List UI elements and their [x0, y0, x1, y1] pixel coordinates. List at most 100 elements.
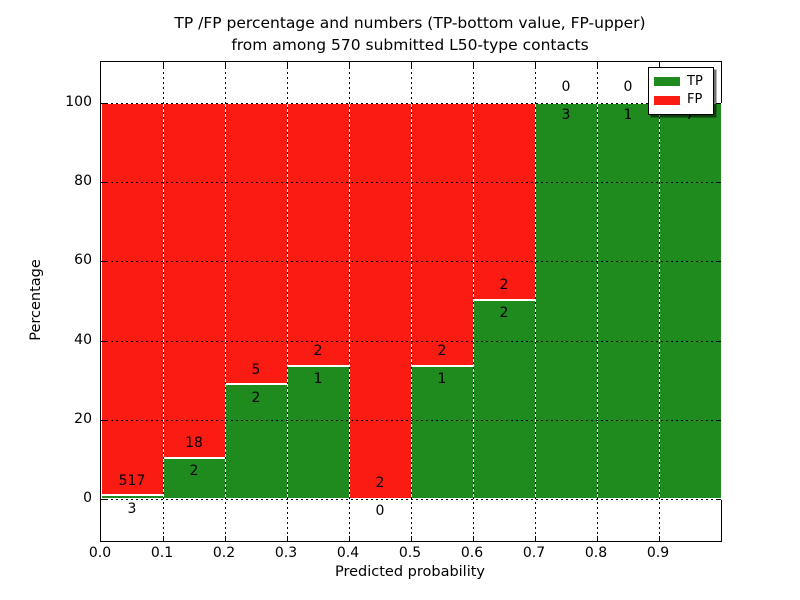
- bar-value-label-fp: 18: [185, 435, 203, 451]
- stacked-bar: [659, 103, 722, 500]
- bar-edge: [226, 383, 287, 385]
- x-tick-mark: [349, 536, 350, 541]
- bar-value-label-tp: 1: [623, 107, 633, 123]
- bar-value-label-tp: 3: [561, 107, 571, 123]
- x-tick-label: 0.2: [212, 545, 236, 561]
- y-tick-label: 100: [65, 94, 92, 110]
- y-tick-label: 60: [74, 252, 92, 268]
- bar-segment-tp: [226, 385, 287, 498]
- stacked-bar: [473, 103, 536, 500]
- x-tick-mark: [287, 536, 288, 541]
- bar-segment-tp: [102, 496, 163, 498]
- stacked-bar: [597, 103, 660, 500]
- chart-title-line1: TP /FP percentage and numbers (TP-bottom…: [174, 14, 646, 32]
- stacked-bar: [287, 103, 350, 500]
- bar-segment-fp: [288, 104, 349, 365]
- y-tick-label: 20: [74, 411, 92, 427]
- bar-segment-fp: [474, 104, 535, 299]
- y-tick-label: 0: [83, 490, 92, 506]
- stacked-bar: [349, 103, 412, 500]
- bar-edge: [474, 299, 535, 301]
- x-tick-mark: [163, 62, 164, 67]
- bar-segment-fp: [350, 104, 411, 498]
- gridline-vertical: [659, 62, 660, 541]
- x-tick-label: 0.5: [398, 545, 422, 561]
- x-tick-mark: [473, 536, 474, 541]
- y-tick-mark: [101, 341, 106, 342]
- y-tick-mark: [716, 103, 721, 104]
- bar-segment-fp: [226, 104, 287, 383]
- legend-label: TP: [687, 73, 703, 89]
- y-tick-mark: [716, 261, 721, 262]
- bar-edge: [412, 365, 473, 367]
- y-tick-mark: [716, 499, 721, 500]
- x-tick-label: 0.1: [150, 545, 174, 561]
- y-tick-mark: [716, 182, 721, 183]
- legend-swatch-fp: [654, 95, 680, 105]
- bar-edge: [164, 457, 225, 459]
- x-tick-mark: [349, 62, 350, 67]
- bar-value-label-tp: 1: [437, 371, 447, 387]
- gridline-vertical: [349, 62, 350, 541]
- stacked-bar: [101, 103, 164, 500]
- bar-value-label-tp: 0: [375, 503, 385, 519]
- x-tick-label: 0.0: [88, 545, 112, 561]
- bar-edge: [102, 494, 163, 496]
- x-tick-mark: [411, 62, 412, 67]
- x-tick-label: 0.7: [522, 545, 546, 561]
- gridline-vertical: [535, 62, 536, 541]
- x-tick-label: 0.3: [274, 545, 298, 561]
- bar-segment-tp: [598, 104, 659, 498]
- gridline-vertical: [473, 62, 474, 541]
- bar-segment-tp: [412, 367, 473, 498]
- gridline-vertical: [163, 62, 164, 541]
- x-axis-label: Predicted probability: [334, 564, 486, 580]
- gridline-vertical: [287, 62, 288, 541]
- plot-area: 51731825221202122030107: [100, 61, 722, 542]
- bar-value-label-tp: 2: [189, 463, 199, 479]
- x-tick-mark: [163, 536, 164, 541]
- bar-value-label-fp: 2: [437, 343, 447, 359]
- bar-value-label-fp: 0: [623, 79, 633, 95]
- y-axis-label: Percentage: [28, 259, 44, 341]
- bar-segment-fp: [102, 104, 163, 494]
- x-tick-mark: [473, 62, 474, 67]
- x-tick-label: 0.8: [584, 545, 608, 561]
- x-tick-mark: [535, 62, 536, 67]
- x-tick-mark: [225, 536, 226, 541]
- bar-segment-tp: [536, 104, 597, 498]
- y-tick-mark: [101, 420, 106, 421]
- legend: TP FP: [648, 67, 714, 115]
- x-tick-mark: [287, 62, 288, 67]
- x-tick-mark: [225, 62, 226, 67]
- y-tick-mark: [101, 182, 106, 183]
- bar-value-label-tp: 3: [127, 501, 137, 517]
- bar-value-label-tp: 7: [685, 107, 695, 123]
- bar-value-label-fp: 517: [118, 473, 146, 489]
- y-tick-mark: [716, 420, 721, 421]
- bar-value-label-fp: 0: [561, 79, 571, 95]
- legend-row: TP: [654, 73, 708, 89]
- bar-value-label-fp: 2: [499, 277, 509, 293]
- bar-value-label-fp: 2: [375, 475, 385, 491]
- y-tick-mark: [101, 261, 106, 262]
- x-tick-label: 0.9: [646, 545, 670, 561]
- bar-segment-fp: [164, 104, 225, 457]
- stacked-bar: [535, 103, 598, 500]
- bar-segment-tp: [164, 459, 225, 498]
- bar-segment-tp: [474, 301, 535, 498]
- x-tick-mark: [411, 536, 412, 541]
- y-tick-mark: [716, 341, 721, 342]
- y-tick-label: 80: [74, 173, 92, 189]
- x-tick-mark: [659, 62, 660, 67]
- stacked-bar: [163, 103, 226, 500]
- legend-row: FP: [654, 93, 708, 107]
- chart-title: TP /FP percentage and numbers (TP-bottom…: [100, 12, 720, 56]
- x-tick-label: 0.6: [460, 545, 484, 561]
- gridline-vertical: [411, 62, 412, 541]
- y-tick-label: 40: [74, 332, 92, 348]
- chart-title-line2: from among 570 submitted L50-type contac…: [231, 36, 589, 54]
- y-tick-mark: [101, 103, 106, 104]
- bar-value-label-tp: 2: [499, 305, 509, 321]
